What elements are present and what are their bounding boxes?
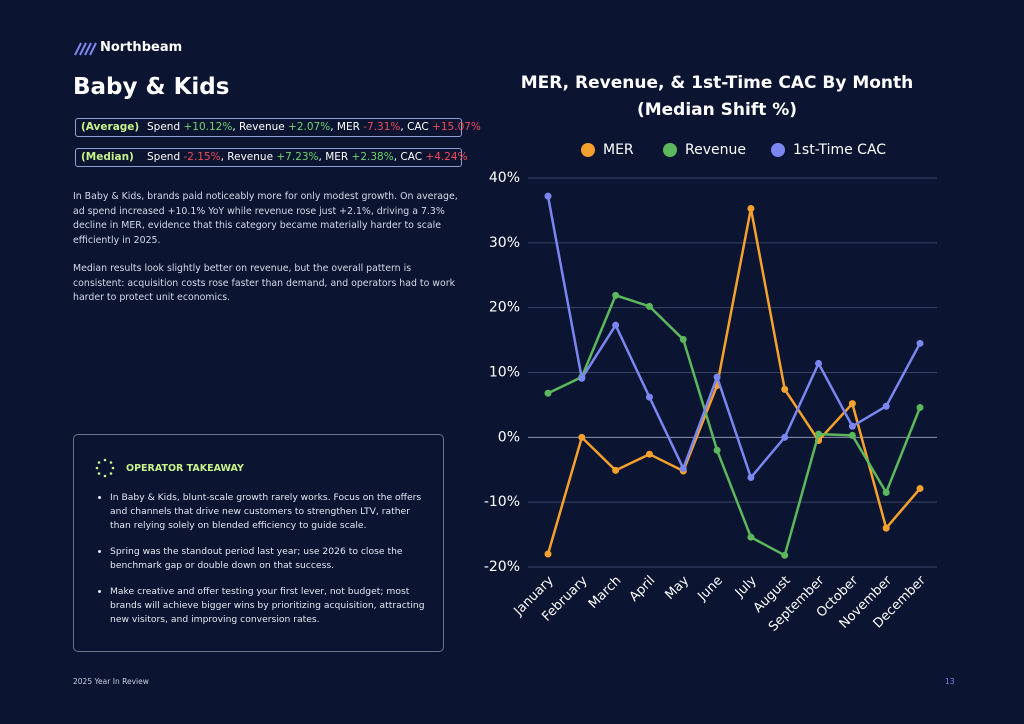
stat-value: -2.15% bbox=[183, 151, 221, 163]
bullet: In Baby & Kids, blunt-scale growth rarel… bbox=[110, 491, 430, 533]
stat-value: +10.12% bbox=[183, 121, 233, 133]
page-number: 13 bbox=[945, 677, 955, 686]
stat-tag: (Median) bbox=[81, 151, 134, 163]
footer-text: 2025 Year In Review bbox=[73, 677, 149, 686]
data-point bbox=[747, 474, 755, 482]
legend-label: MER bbox=[603, 142, 634, 158]
stat-label: , MER bbox=[330, 121, 360, 133]
logo-icon bbox=[74, 42, 97, 56]
takeaway-title: OPERATOR TAKEAWAY bbox=[126, 463, 244, 474]
data-point bbox=[713, 446, 721, 454]
stat-label: , MER bbox=[318, 151, 349, 163]
data-point bbox=[882, 488, 890, 496]
stat-value: -7.31% bbox=[363, 121, 401, 133]
chart-subtitle: (Median Shift %) bbox=[637, 100, 797, 120]
data-point bbox=[612, 321, 620, 329]
data-point bbox=[679, 464, 687, 472]
data-point bbox=[916, 339, 924, 347]
data-point bbox=[916, 485, 924, 493]
data-point bbox=[815, 359, 823, 367]
stat-value: +2.07% bbox=[288, 121, 331, 133]
stat-label: , Revenue bbox=[220, 151, 274, 163]
stat-value: +7.23% bbox=[276, 151, 319, 163]
legend-marker bbox=[663, 143, 677, 157]
data-point bbox=[645, 302, 653, 310]
stat-row: (Median) Spend -2.15%, Revenue +7.23%, ME… bbox=[75, 148, 468, 167]
y-tick-label: 0% bbox=[498, 429, 520, 445]
stat-value: +15.07% bbox=[432, 121, 481, 133]
data-point bbox=[781, 433, 789, 441]
paragraph: In Baby & Kids, brands paid noticeably m… bbox=[73, 191, 458, 246]
y-tick-label: 40% bbox=[489, 170, 520, 186]
stat-label: , Revenue bbox=[232, 121, 285, 133]
data-point bbox=[747, 204, 755, 212]
y-tick-label: 10% bbox=[489, 365, 520, 381]
data-point bbox=[882, 524, 890, 532]
stat-value: +2.38% bbox=[351, 151, 394, 163]
takeaway-list: In Baby & Kids, blunt-scale growth rarel… bbox=[94, 491, 430, 639]
data-point bbox=[544, 389, 552, 397]
data-point bbox=[679, 335, 687, 343]
data-point bbox=[578, 433, 586, 441]
legend-marker bbox=[581, 143, 595, 157]
x-tick-label: June bbox=[695, 573, 726, 604]
data-point bbox=[544, 550, 552, 558]
data-point bbox=[612, 291, 620, 299]
stat-label: , CAC bbox=[393, 151, 423, 163]
chart-title: MER, Revenue, & 1st-Time CAC By Month bbox=[521, 73, 914, 93]
stat-label: , CAC bbox=[400, 121, 429, 133]
data-point bbox=[848, 431, 856, 439]
data-point bbox=[645, 393, 653, 401]
data-point bbox=[747, 533, 755, 541]
paragraph: Median results look slightly better on r… bbox=[73, 263, 455, 303]
data-point bbox=[713, 373, 721, 381]
y-tick-label: -10% bbox=[484, 494, 520, 510]
brand: Northbeam bbox=[100, 40, 183, 55]
stat-value: +4.24% bbox=[425, 151, 468, 163]
stat-label: Spend bbox=[147, 121, 181, 133]
data-point bbox=[544, 192, 552, 200]
data-point bbox=[916, 404, 924, 412]
legend-marker bbox=[771, 143, 785, 157]
data-point bbox=[645, 450, 653, 458]
page-title: Baby & Kids bbox=[73, 74, 230, 100]
data-point bbox=[612, 466, 620, 474]
stat-tag: (Average) bbox=[81, 121, 140, 133]
y-tick-label: 20% bbox=[489, 300, 520, 316]
bullet: Make creative and offer testing your fir… bbox=[110, 585, 430, 627]
legend-label: 1st-Time CAC bbox=[793, 142, 886, 158]
takeaway-box: OPERATOR TAKEAWAY In Baby & Kids, blunt-… bbox=[73, 434, 444, 652]
y-tick-label: -20% bbox=[484, 559, 520, 575]
data-point bbox=[781, 385, 789, 393]
legend-label: Revenue bbox=[685, 142, 746, 158]
data-point bbox=[882, 402, 890, 410]
x-tick-label: March bbox=[586, 573, 625, 612]
takeaway-icon bbox=[95, 458, 115, 478]
data-point bbox=[781, 551, 789, 559]
data-point bbox=[815, 430, 823, 438]
series-line bbox=[547, 294, 922, 557]
x-tick-label: May bbox=[662, 573, 692, 603]
x-tick-label: April bbox=[627, 573, 659, 605]
stat-label: Spend bbox=[147, 151, 181, 163]
bullet: Spring was the standout period last year… bbox=[110, 545, 430, 573]
stat-row: (Average) Spend +10.12%, Revenue +2.07%, … bbox=[75, 118, 481, 137]
data-point bbox=[578, 374, 586, 382]
data-point bbox=[848, 422, 856, 430]
series-line bbox=[546, 195, 922, 479]
y-tick-label: 30% bbox=[489, 235, 520, 251]
x-tick-label: July bbox=[732, 573, 760, 601]
data-point bbox=[848, 400, 856, 408]
